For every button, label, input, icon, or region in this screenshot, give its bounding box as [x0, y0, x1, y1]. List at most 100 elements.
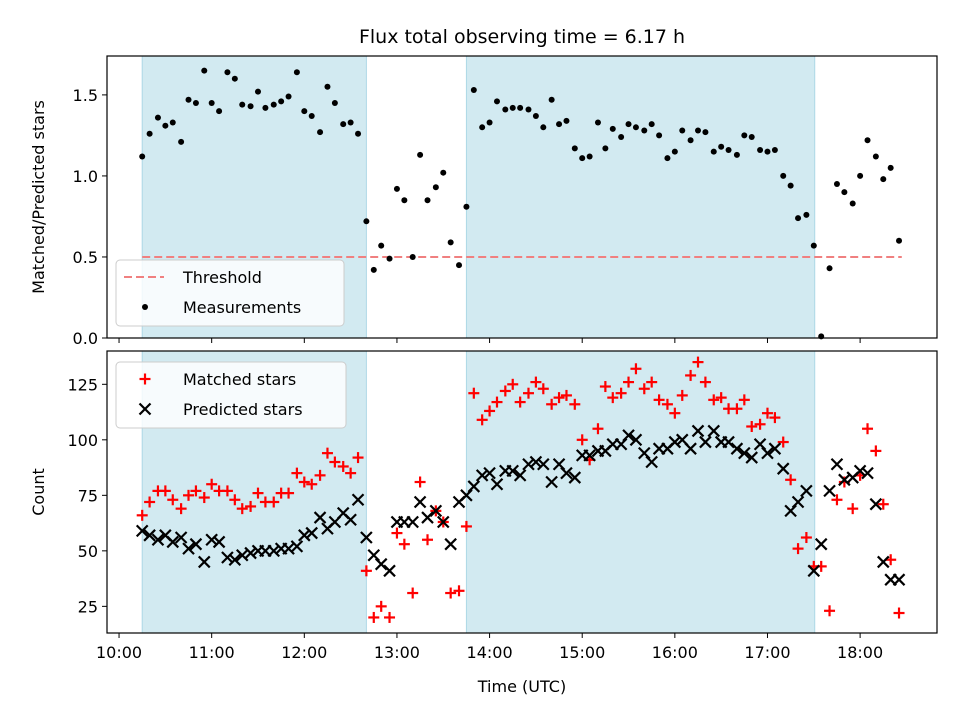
- matched-stars-point: [592, 423, 604, 435]
- matched-stars-point: [769, 412, 781, 424]
- matched-stars-point: [159, 485, 171, 497]
- measurements-point: [493, 98, 500, 105]
- predicted-stars-point: [135, 524, 149, 538]
- measurements-point: [270, 101, 277, 108]
- measurements-point: [896, 237, 903, 244]
- predicted-stars-point: [151, 533, 165, 547]
- measurements-point: [864, 137, 871, 144]
- measurements-point: [146, 130, 153, 137]
- predicted-stars-point: [529, 455, 543, 469]
- predicted-stars-point: [467, 480, 481, 493]
- matched-stars-point: [306, 478, 318, 490]
- matched-stars-point: [144, 496, 156, 508]
- x-tick-label: 14:00: [467, 643, 513, 662]
- measurements-point: [641, 127, 648, 134]
- measurements-point: [548, 96, 555, 103]
- observing-window-2: [465, 55, 816, 339]
- matched-stars-point: [746, 420, 758, 432]
- x-tick-label: 15:00: [559, 643, 605, 662]
- measurements-point: [340, 121, 347, 128]
- matched-stars-point: [236, 503, 248, 515]
- matched-stars-point: [398, 538, 410, 550]
- matched-stars-point: [298, 476, 310, 488]
- measurements-point: [826, 265, 833, 272]
- measurements-point: [741, 132, 748, 139]
- predicted-stars-point: [814, 537, 828, 551]
- matched-stars-point: [777, 436, 789, 448]
- predicted-stars-point: [351, 493, 365, 507]
- y-tick-label: 1.5: [73, 86, 98, 105]
- measurements-point: [169, 119, 176, 126]
- matched-stars-point: [623, 376, 635, 388]
- predicted-stars-point: [800, 484, 813, 498]
- legend-predicted-swatch: [138, 402, 152, 416]
- measurements-point: [470, 87, 477, 94]
- predicted-stars-point: [436, 515, 450, 529]
- y-tick-label: 100: [67, 431, 98, 450]
- measurements-point: [609, 125, 616, 132]
- count-legend-box: [115, 361, 347, 429]
- measurements-point: [525, 106, 532, 113]
- matched-stars-point: [345, 467, 357, 479]
- y-tick-label: 125: [67, 375, 98, 394]
- matched-stars-point: [190, 485, 202, 497]
- measurements-point: [687, 137, 694, 144]
- predicted-stars-point: [313, 511, 327, 524]
- measurements-point: [780, 172, 787, 179]
- legend-threshold-label: Threshold: [182, 268, 262, 287]
- x-axis-label: Time (UTC): [477, 677, 566, 696]
- matched-stars-point: [653, 394, 665, 406]
- measurements-point: [509, 104, 516, 111]
- matched-stars-point: [183, 489, 195, 501]
- matched-stars-point: [198, 492, 210, 504]
- matched-stars-point: [676, 389, 688, 401]
- measurements-point: [201, 67, 208, 74]
- legend-measurements-swatch: [142, 304, 148, 310]
- matched-stars-point: [599, 381, 611, 393]
- predicted-stars-point: [560, 466, 573, 480]
- measurements-point: [192, 100, 199, 106]
- matched-stars-point: [206, 478, 218, 490]
- matched-stars-point: [384, 611, 396, 623]
- predicted-stars-point: [738, 446, 751, 460]
- predicted-stars-point: [421, 511, 434, 524]
- y-tick-label: 0.0: [73, 329, 98, 348]
- predicted-stars-point: [383, 564, 396, 578]
- predicted-stars-point: [182, 542, 195, 555]
- measurements-point: [178, 138, 185, 145]
- measurements-point: [216, 108, 223, 115]
- predicted-stars-point: [869, 497, 883, 511]
- predicted-stars-point: [344, 513, 357, 527]
- predicted-stars-point: [205, 533, 218, 547]
- measurements-point: [502, 106, 509, 113]
- count-markers: [135, 356, 906, 623]
- matched-stars-point: [638, 383, 650, 395]
- matched-stars-point: [615, 387, 627, 399]
- matched-stars-point: [329, 456, 341, 468]
- legend-matched-swatch: [139, 373, 151, 385]
- matched-stars-point: [715, 392, 727, 404]
- count-legend: Matched stars Predicted stars: [115, 361, 347, 429]
- measurements-point: [803, 211, 810, 218]
- count-y-axis-label: Count: [29, 468, 48, 516]
- predicted-stars-point: [360, 531, 373, 544]
- predicted-stars-point: [228, 553, 242, 567]
- matched-stars-point: [870, 445, 882, 457]
- legend-measurements-label: Measurements: [183, 298, 301, 317]
- measurements-point: [162, 122, 169, 129]
- measurements-point: [401, 197, 408, 204]
- matched-stars-point: [537, 383, 549, 395]
- matched-stars-point: [321, 447, 333, 459]
- matched-stars-point: [175, 503, 187, 515]
- measurements-point: [185, 96, 192, 103]
- predicted-stars-point: [298, 529, 311, 542]
- measurements-point: [648, 121, 655, 128]
- count-y-ticks: 25 50 75 100 125: [67, 375, 107, 616]
- matched-stars-point: [669, 407, 681, 419]
- y-tick-label: 50: [78, 542, 98, 561]
- measurements-point: [239, 101, 246, 108]
- predicted-stars-point: [745, 451, 759, 464]
- measurements-point: [571, 145, 578, 152]
- matched-stars-point: [360, 565, 372, 577]
- ratio-legend: Threshold Measurements: [115, 259, 345, 327]
